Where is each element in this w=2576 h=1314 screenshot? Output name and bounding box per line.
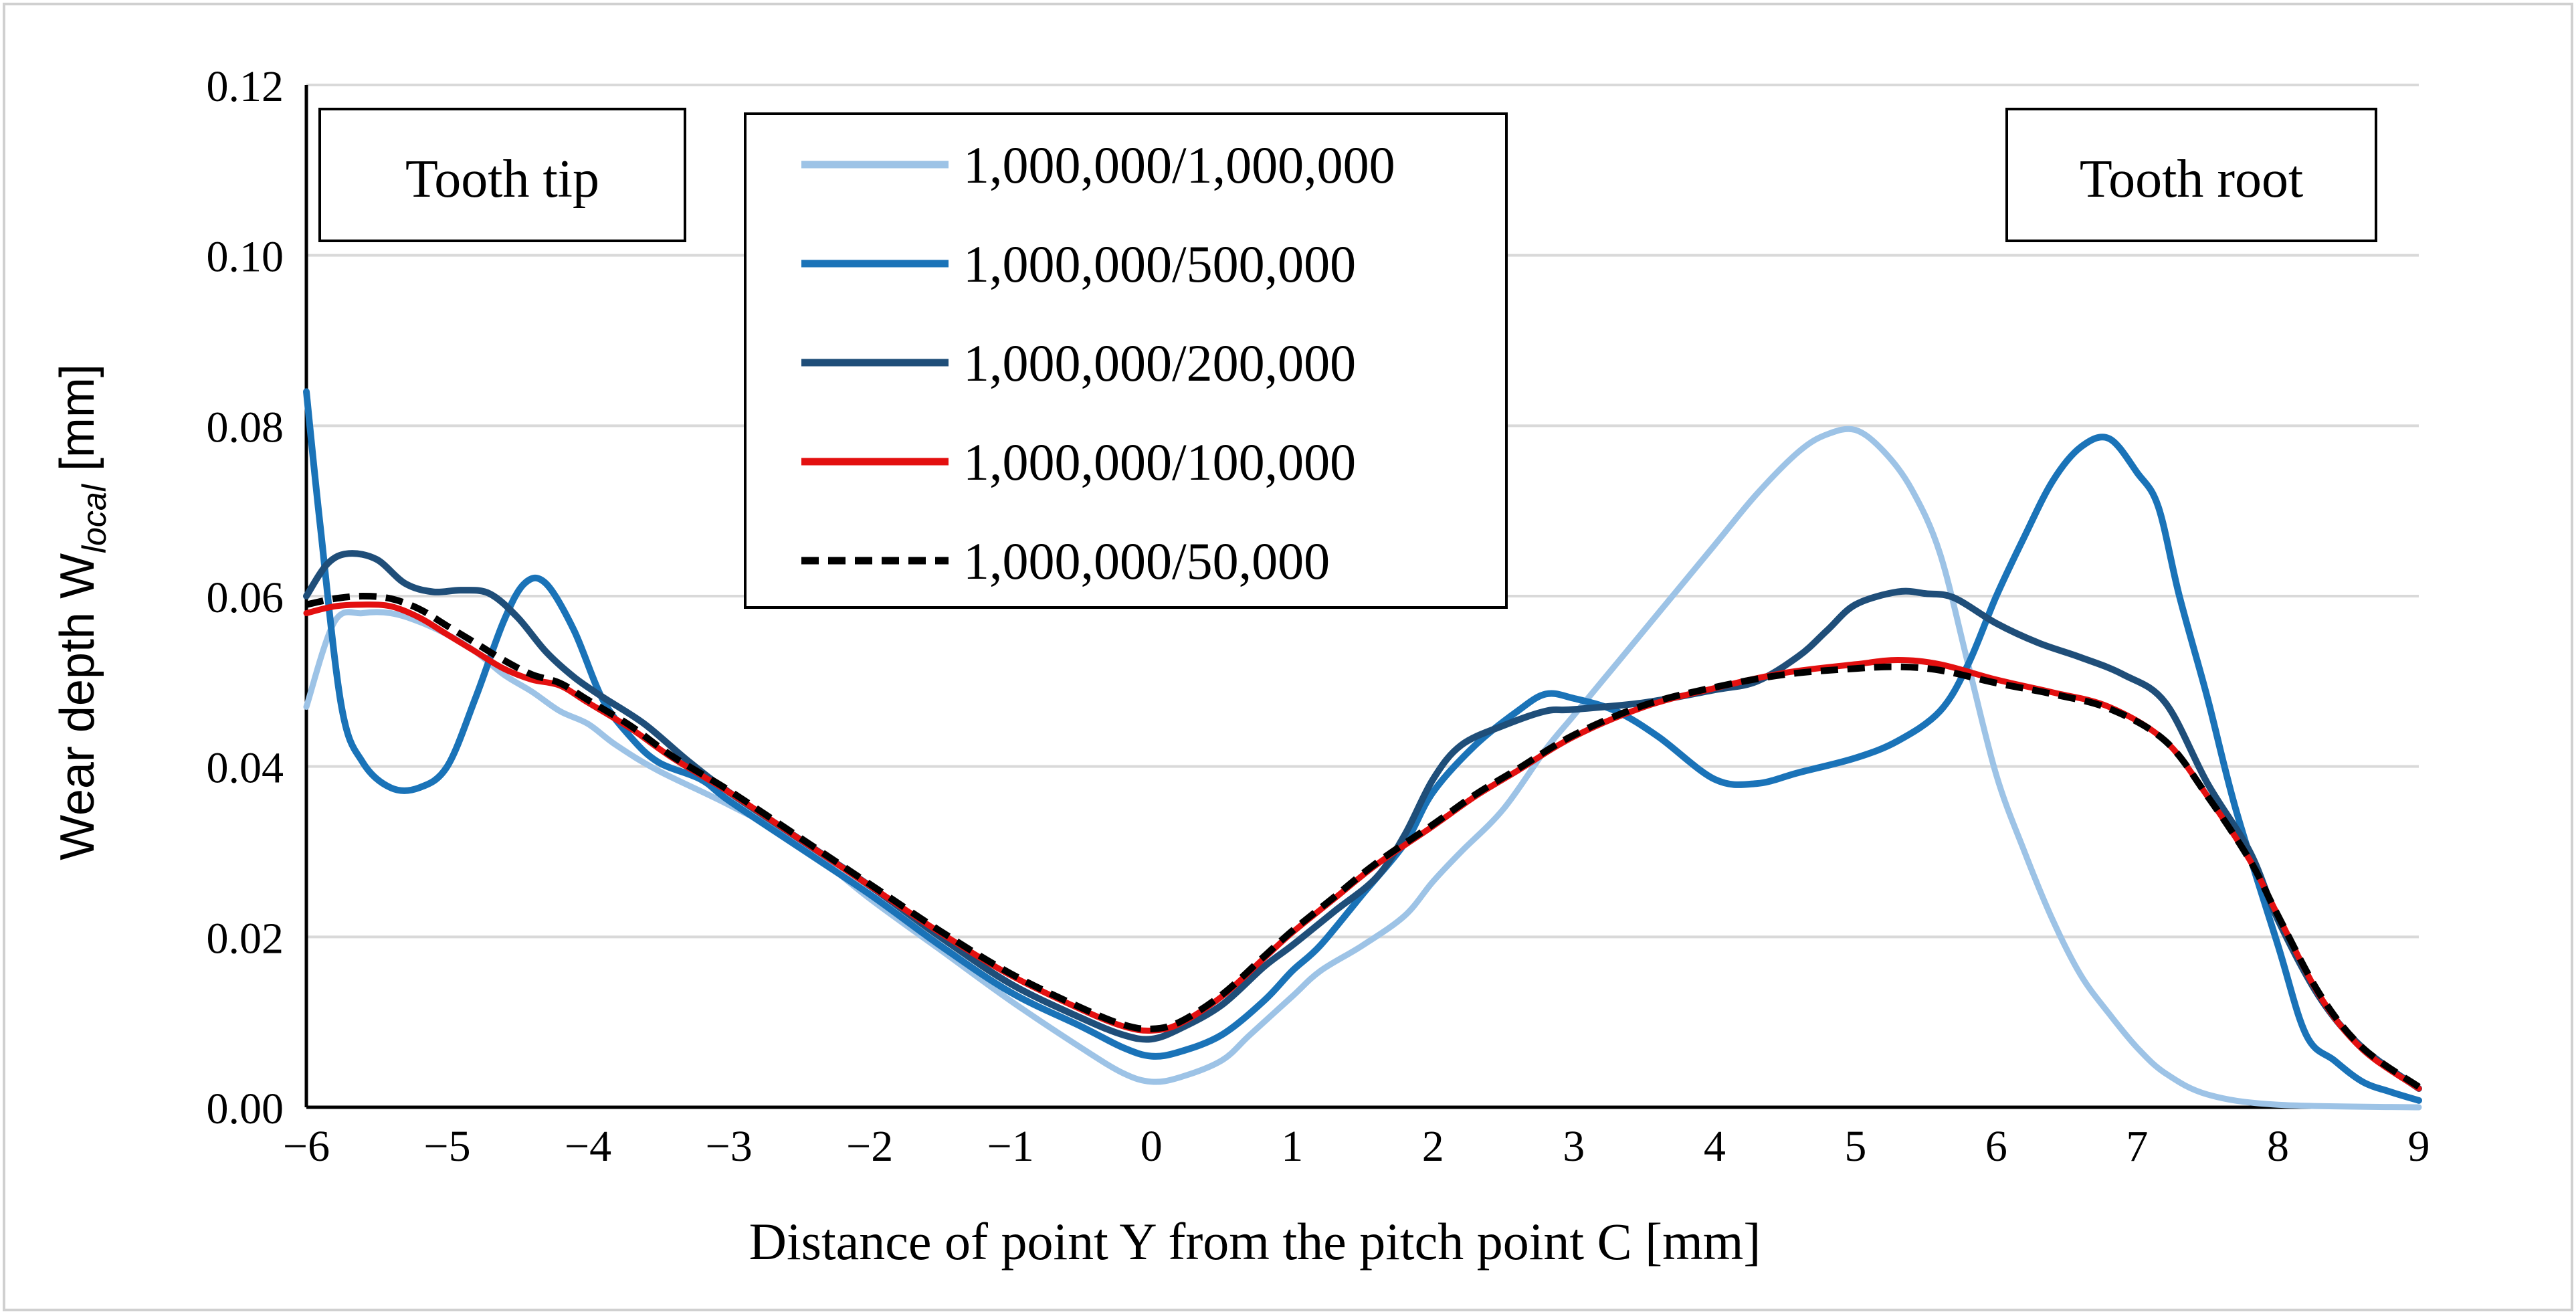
x-tick-label: −3 [705, 1122, 752, 1171]
annotation-tooth-root-label: Tooth root [2080, 150, 2303, 209]
legend-label-5: 1,000,000/50,000 [963, 532, 1330, 590]
x-tick-labels: −6 −5 −4 −3 −2 −1 0 1 2 3 4 5 6 7 8 9 [283, 1122, 2430, 1171]
legend-label-3: 1,000,000/200,000 [963, 334, 1356, 392]
annotation-tooth-tip: Tooth tip [318, 108, 686, 242]
x-tick-label: 9 [2408, 1122, 2430, 1171]
x-tick-label: 8 [2267, 1122, 2289, 1171]
x-tick-label: 3 [1563, 1122, 1585, 1171]
x-axis-label: Distance of point Y from the pitch point… [749, 1212, 1761, 1271]
x-tick-label: −5 [423, 1122, 470, 1171]
x-tick-label: 4 [1704, 1122, 1726, 1171]
series-line-1 [303, 426, 2422, 1111]
x-tick-label: 6 [1985, 1122, 2007, 1171]
series-line-3 [303, 550, 2422, 1092]
x-tick-label: −6 [283, 1122, 330, 1171]
annotation-tooth-tip-label: Tooth tip [405, 150, 599, 209]
y-tick-label: 0.08 [207, 403, 284, 452]
x-tick-label: 2 [1422, 1122, 1444, 1171]
annotation-tooth-root: Tooth root [2005, 108, 2377, 242]
x-tick-label: −2 [846, 1122, 893, 1171]
x-tick-label: 1 [1281, 1122, 1303, 1171]
x-tick-label: −1 [987, 1122, 1034, 1171]
legend-label-2: 1,000,000/500,000 [963, 235, 1356, 293]
y-tick-label: 0.00 [207, 1085, 284, 1133]
legend: 1,000,000/1,000,000 1,000,000/500,000 1,00… [744, 112, 1508, 609]
y-tick-label: 0.10 [207, 233, 284, 282]
plot-area [303, 388, 2422, 1111]
series-line-5 [305, 593, 2421, 1090]
y-tick-label: 0.02 [207, 914, 284, 963]
x-tick-label: 7 [2126, 1122, 2148, 1171]
x-tick-label: 5 [1844, 1122, 1866, 1171]
y-tick-label: 0.12 [207, 62, 284, 111]
x-tick-label: −4 [565, 1122, 611, 1171]
y-tick-label: 0.06 [207, 573, 284, 622]
legend-label-1: 1,000,000/1,000,000 [963, 136, 1395, 194]
legend-label-4: 1,000,000/100,000 [963, 433, 1356, 491]
y-axis-label: Wear depth Wlocal [mm] [51, 364, 113, 860]
y-tick-label: 0.04 [207, 744, 284, 793]
x-tick-label: 0 [1141, 1122, 1163, 1171]
y-tick-labels: 0.00 0.02 0.04 0.06 0.08 0.10 0.12 [207, 62, 284, 1133]
